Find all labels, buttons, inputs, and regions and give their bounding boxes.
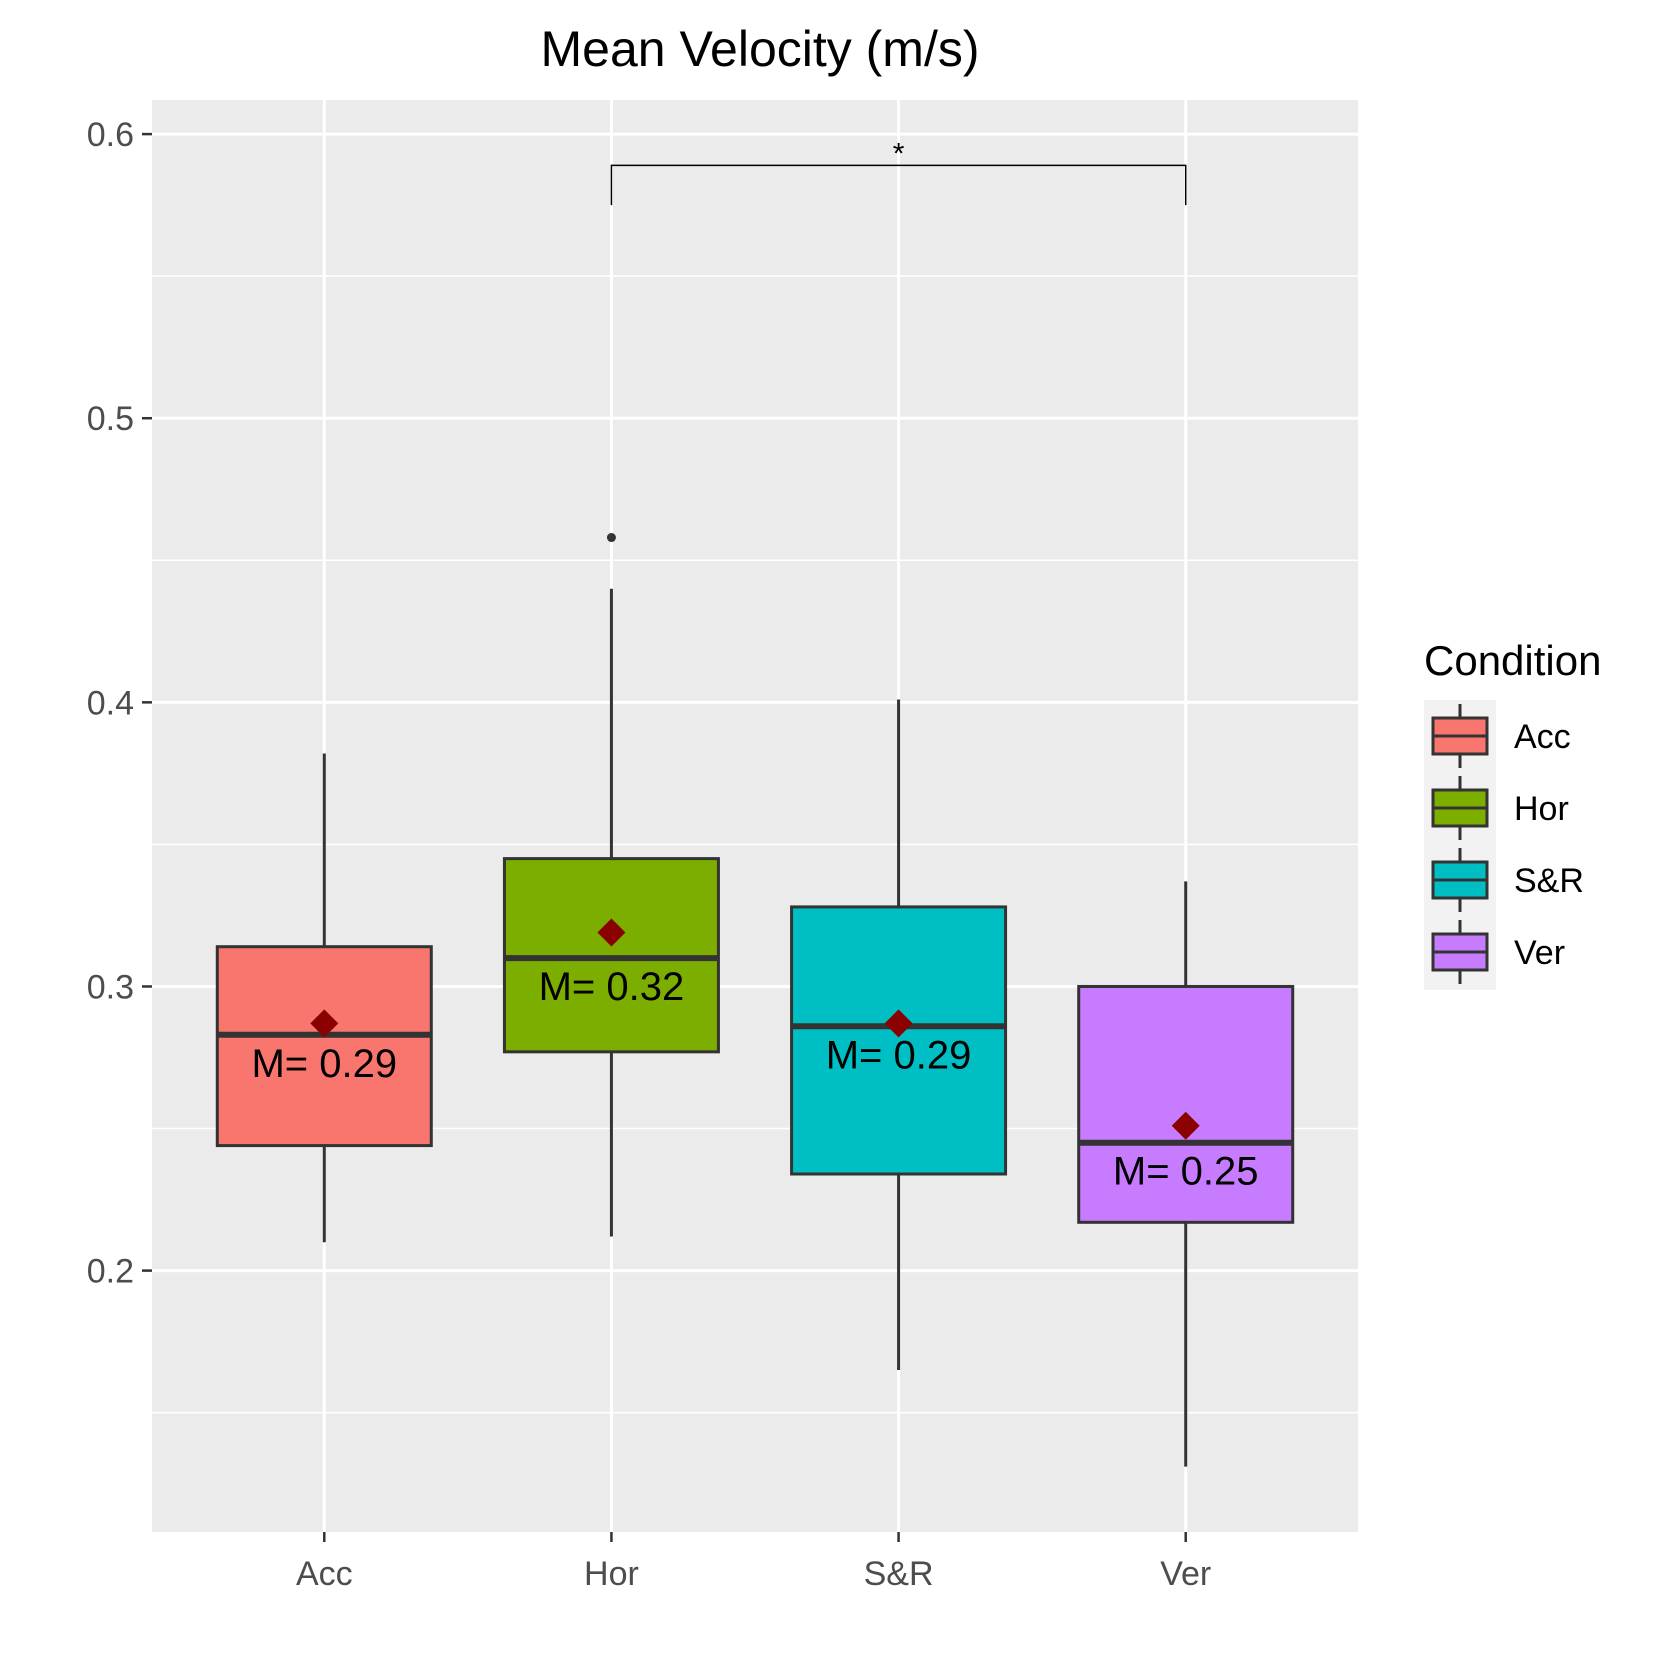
- box-ver: M= 0.25: [1077, 881, 1295, 1467]
- x-tick-label: Acc: [296, 1555, 353, 1593]
- y-tick-label: 0.6: [87, 116, 134, 154]
- chart-title: Mean Velocity (m/s): [540, 21, 979, 77]
- mean-label: M= 0.32: [539, 965, 685, 1009]
- legend-label: S&R: [1514, 862, 1584, 900]
- legend-label: Hor: [1514, 790, 1569, 828]
- outlier-point: [606, 533, 616, 543]
- box-iqr: [215, 945, 433, 1148]
- x-tick-label: Hor: [584, 1555, 639, 1593]
- y-tick-label: 0.2: [87, 1253, 134, 1291]
- legend-label: Acc: [1514, 718, 1571, 756]
- y-tick-label: 0.3: [87, 968, 134, 1006]
- mean-marker: [597, 918, 626, 947]
- box-s-r: M= 0.29: [790, 699, 1008, 1371]
- box-iqr: [790, 905, 1008, 1176]
- x-tick-label: Ver: [1160, 1555, 1211, 1593]
- legend-label: Ver: [1514, 934, 1565, 972]
- box-hor: M= 0.32: [502, 533, 720, 1237]
- box-iqr: [1077, 984, 1295, 1224]
- x-tick-label: S&R: [864, 1555, 934, 1593]
- mean-label: M= 0.29: [826, 1033, 972, 1077]
- legend-key: [1431, 776, 1489, 840]
- legend: Condition Acc Hor S&R Ver: [1424, 637, 1601, 990]
- mean-marker: [884, 1009, 913, 1038]
- mean-label: M= 0.25: [1113, 1150, 1259, 1194]
- box-acc: M= 0.29: [215, 753, 433, 1243]
- plot-panel: [152, 100, 1358, 1532]
- legend-key: [1431, 848, 1489, 912]
- significance-bracket: *: [610, 137, 1187, 206]
- legend-key: [1431, 704, 1489, 768]
- legend-key: [1431, 920, 1489, 984]
- box-plots: M= 0.29 M= 0.32 M= 0.29 M= 0.25: [215, 533, 1295, 1467]
- y-tick-label: 0.4: [87, 684, 134, 722]
- mean-marker: [1171, 1111, 1200, 1140]
- mean-label: M= 0.29: [251, 1042, 397, 1086]
- mean-marker: [310, 1009, 339, 1038]
- significance-label: *: [893, 137, 905, 170]
- axes: 0.2 0.3 0.4 0.5 0.6 Acc Hor S&R Ver: [87, 116, 1212, 1593]
- significance-line: [610, 164, 1187, 206]
- legend-title: Condition: [1424, 637, 1601, 684]
- y-tick-label: 0.5: [87, 400, 134, 438]
